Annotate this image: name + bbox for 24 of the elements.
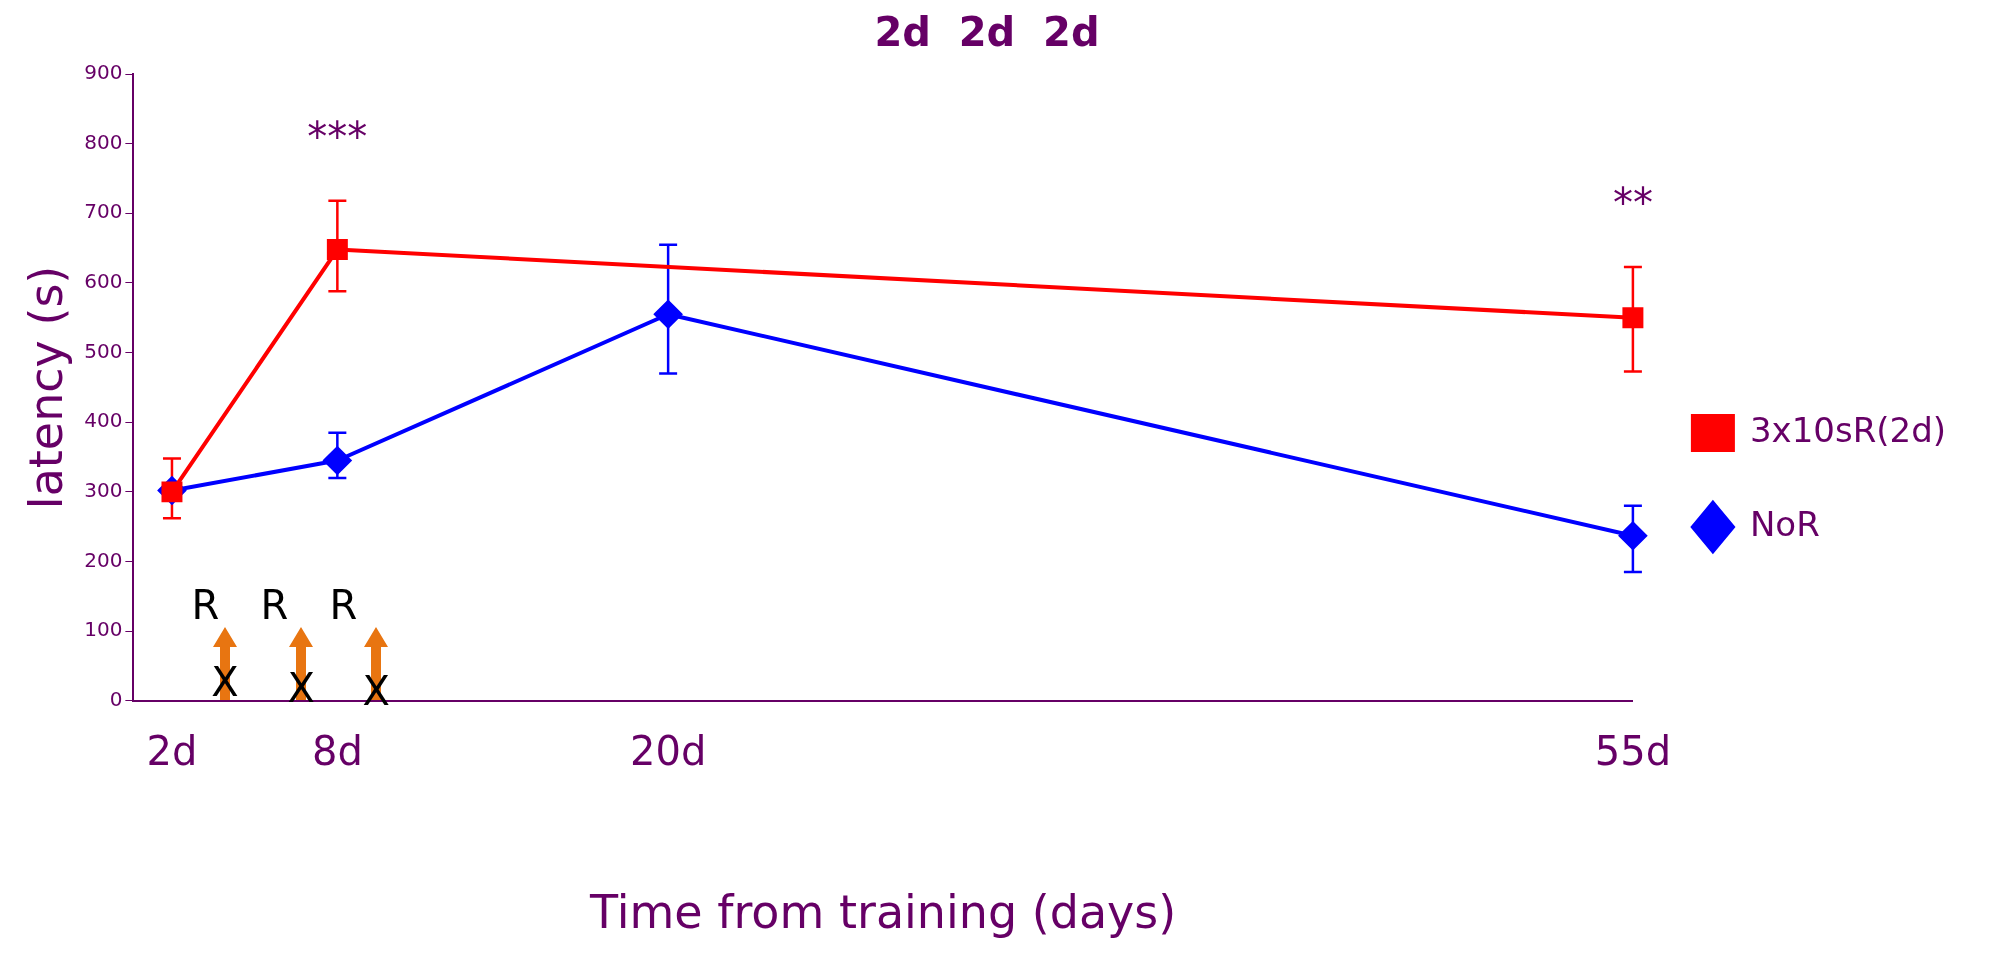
- y-tick-label: 200: [84, 547, 123, 572]
- x-axis-title: Time from training (days): [589, 885, 1177, 940]
- chart-title: 2d 2d 2d: [874, 9, 1100, 56]
- x-tick-label: 2d: [146, 728, 198, 775]
- y-tick-label: 100: [84, 617, 123, 642]
- y-tick-label: 900: [84, 60, 123, 85]
- y-tick-label: 800: [84, 129, 123, 154]
- annotation: ***: [307, 113, 368, 160]
- y-tick-label: 500: [84, 338, 123, 363]
- y-axis-title: latency (s): [18, 265, 73, 510]
- legend-label: 3x10sR(2d): [1749, 409, 1947, 450]
- annotation: R: [260, 582, 289, 629]
- x-tick-label: 55d: [1594, 728, 1672, 775]
- annotation: R: [191, 582, 220, 629]
- legend-label: NoR: [1749, 503, 1820, 544]
- y-tick-label: 700: [84, 199, 123, 224]
- x-tick-label: 8d: [311, 728, 363, 775]
- y-tick-label: 600: [84, 269, 123, 294]
- y-tick-label: 300: [84, 478, 123, 503]
- y-tick-label: 0: [109, 687, 123, 711]
- annotation: **: [1612, 179, 1653, 226]
- annotation: R: [329, 582, 358, 629]
- x-tick-label: 20d: [629, 728, 707, 775]
- y-tick-label: 400: [84, 408, 123, 433]
